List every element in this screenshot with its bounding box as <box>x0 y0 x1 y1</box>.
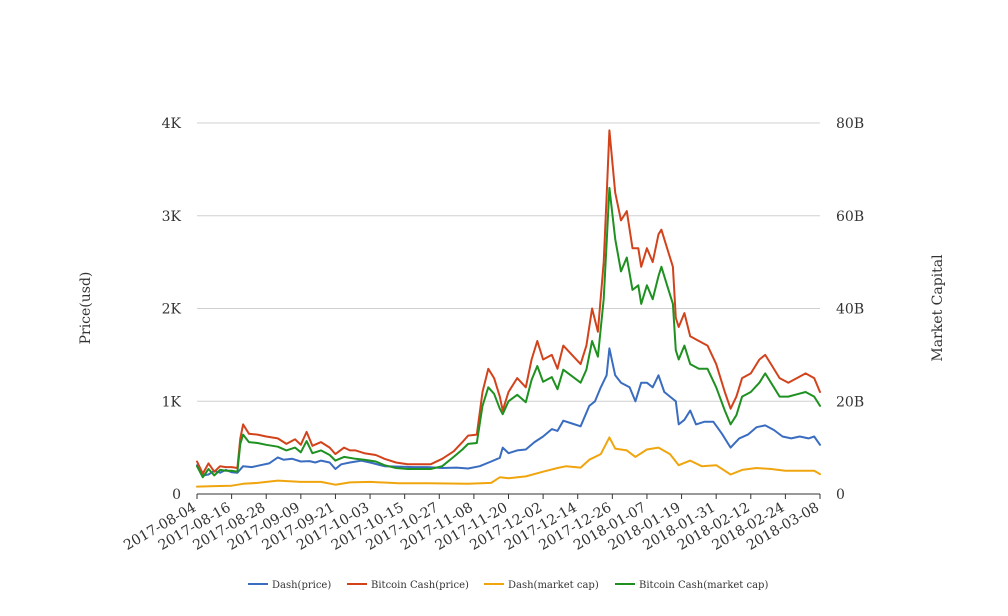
legend-label: Bitcoin Cash(market cap) <box>639 580 768 591</box>
legend-label: Dash(market cap) <box>508 580 599 591</box>
left-tick-label: 2K <box>162 302 182 318</box>
series-line <box>196 186 821 479</box>
series-line <box>196 129 821 475</box>
right-y-axis: 0 20B 40B 60B 80B <box>836 116 864 503</box>
right-tick-label: 60B <box>836 209 864 225</box>
left-tick-label: 1K <box>162 394 182 410</box>
series-line <box>196 436 821 488</box>
x-axis: 2017-08-042017-08-162017-08-282017-09-09… <box>121 494 822 554</box>
left-y-axis: 0 1K 2K 3K 4K <box>162 116 182 503</box>
legend: Dash(price) Bitcoin Cash(price) Dash(marke… <box>248 580 768 591</box>
left-tick-label: 0 <box>172 487 181 503</box>
legend-label: Dash(price) <box>272 580 331 591</box>
legend-label: Bitcoin Cash(price) <box>371 580 469 591</box>
left-tick-label: 3K <box>162 209 182 225</box>
grid <box>197 122 820 495</box>
series-lines <box>196 129 821 488</box>
left-axis-title: Price(usd) <box>78 272 94 345</box>
left-tick-label: 4K <box>162 116 182 132</box>
right-tick-label: 20B <box>836 394 864 410</box>
series-line <box>196 347 821 477</box>
right-axis-title: Market Capital <box>930 254 946 362</box>
right-tick-label: 40B <box>836 302 864 318</box>
right-tick-label: 0 <box>836 487 845 503</box>
right-tick-label: 80B <box>836 116 864 132</box>
